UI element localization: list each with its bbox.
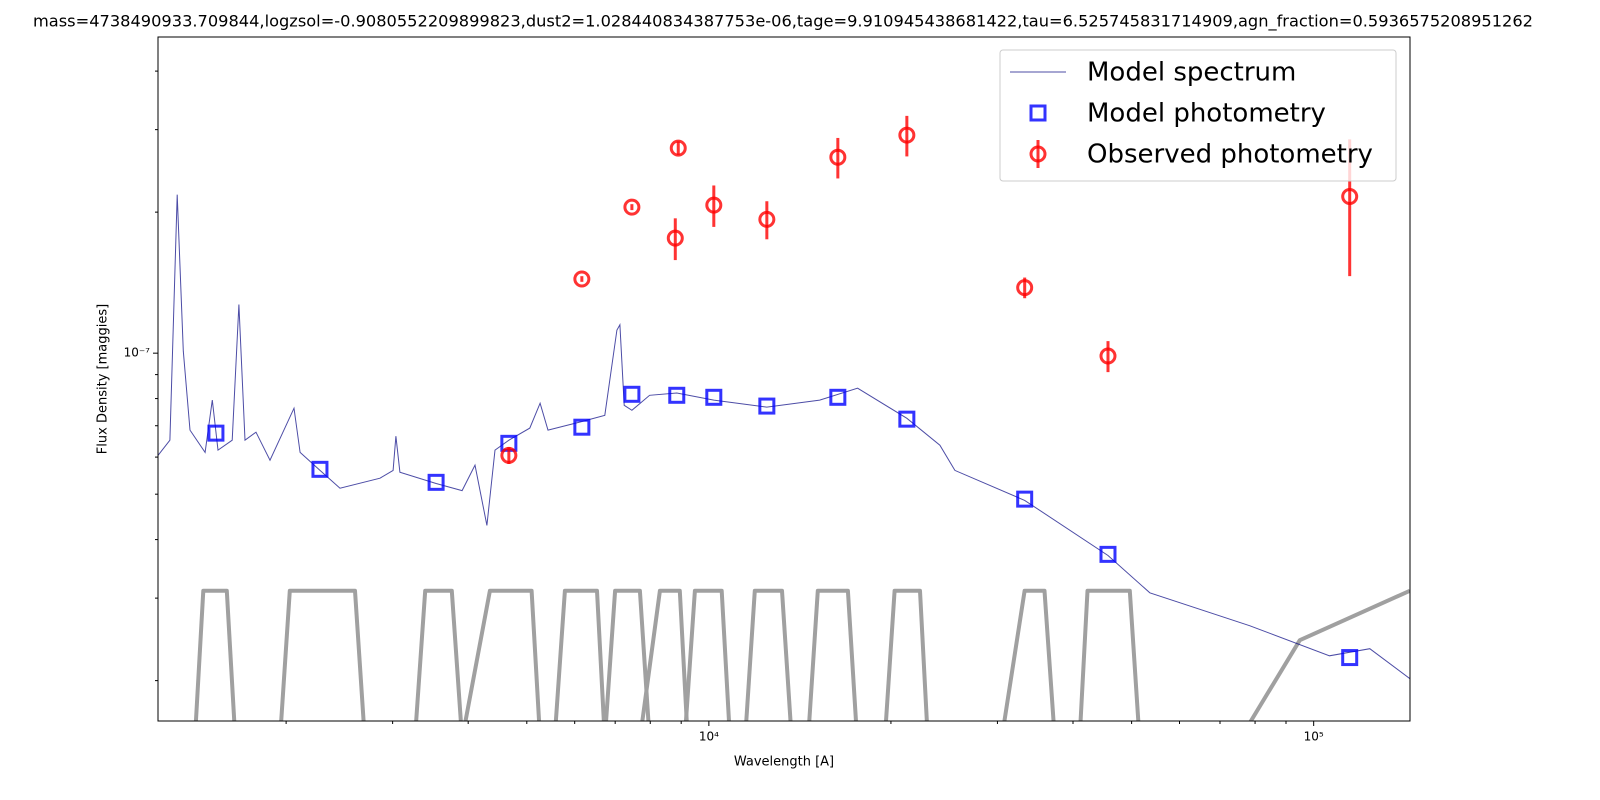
filter-curve (1078, 588, 1141, 721)
legend-circle (1029, 145, 1047, 163)
model-photometry-marker (898, 410, 916, 428)
model-photometry-marker (829, 388, 847, 406)
model-photometry-marker (1341, 649, 1359, 667)
model-photometry-marker (1099, 545, 1117, 563)
model-photometry-marker (758, 397, 776, 415)
observed-photometry-marker (705, 196, 723, 214)
observed-photometry-marker (573, 270, 591, 288)
observed-photometry-marker (666, 229, 684, 247)
model-photometry-marker (573, 418, 591, 436)
model-photometry-marker (207, 424, 225, 442)
x-axis-label: Wavelength [A] (734, 755, 834, 770)
legend-label: Model photometry (1087, 99, 1326, 129)
x-tick-label: 10⁵ (1304, 730, 1324, 744)
y-axis-label: Flux Density [maggies] (96, 304, 111, 454)
observed-photometry-marker (1016, 279, 1034, 297)
axes-frame (157, 36, 1411, 722)
chart-title: mass=4738490933.709844,logzsol=-0.908055… (33, 12, 1533, 32)
filter-curve (683, 588, 731, 721)
x-tick-label: 10⁴ (699, 730, 719, 744)
filter-curve (1002, 588, 1056, 721)
observed-photometry-marker (829, 148, 847, 166)
filter-curve (279, 588, 366, 721)
filter-curve (807, 588, 858, 721)
legend-square (1029, 104, 1047, 122)
filter-curve (1248, 588, 1410, 721)
y-tick-label: 10⁻⁷ (124, 346, 151, 360)
filter-curve (553, 588, 606, 721)
observed-photometry-marker (669, 139, 687, 157)
filter-curve (883, 588, 929, 721)
filter-curve (414, 588, 463, 721)
model-photometry-marker (668, 386, 686, 404)
observed-photometry-marker (1099, 347, 1117, 365)
legend-label: Model spectrum (1087, 58, 1296, 88)
filter-curve (604, 588, 651, 721)
observed-photometry-marker (1341, 187, 1359, 205)
model-photometry-marker (705, 388, 723, 406)
model-photometry-marker (311, 460, 329, 478)
observed-photometry-marker (758, 210, 776, 228)
model-photometry-marker (427, 473, 445, 491)
plot-area (158, 115, 1410, 721)
observed-photometry-marker (898, 126, 916, 144)
legend-box (999, 49, 1397, 182)
filter-curve (193, 588, 237, 721)
observed-photometry-marker (623, 198, 641, 216)
observed-photometry-marker (500, 446, 518, 464)
filter-curve (744, 588, 793, 721)
model-photometry-marker (1016, 490, 1034, 508)
filter-curve (640, 588, 689, 721)
model-photometry-marker (623, 385, 641, 403)
legend-label: Observed photometry (1087, 140, 1373, 170)
filter-curve (463, 588, 542, 721)
